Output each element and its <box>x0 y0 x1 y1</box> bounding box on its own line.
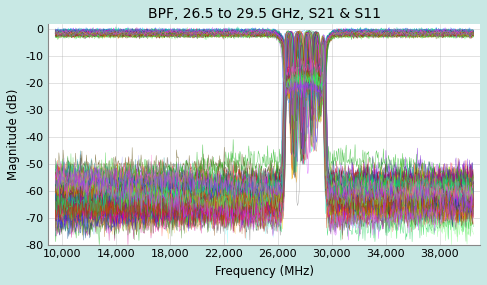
Title: BPF, 26.5 to 29.5 GHz, S21 & S11: BPF, 26.5 to 29.5 GHz, S21 & S11 <box>148 7 381 21</box>
Y-axis label: Magnitude (dB): Magnitude (dB) <box>7 88 20 180</box>
X-axis label: Frequency (MHz): Frequency (MHz) <box>215 265 314 278</box>
